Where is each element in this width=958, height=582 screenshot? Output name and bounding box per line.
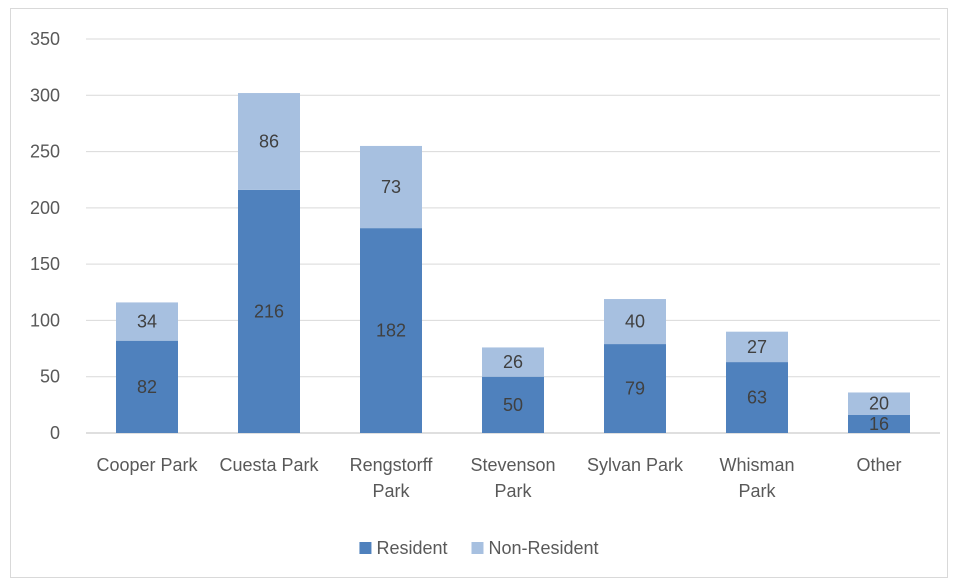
y-tick-label: 0 (50, 423, 60, 443)
gridlines (86, 38, 940, 434)
data-label: 63 (747, 388, 767, 408)
bar-non-resident (848, 392, 910, 415)
bar-non-resident (482, 347, 544, 377)
x-category-label: Other (856, 455, 901, 475)
bar-resident (726, 362, 788, 433)
legend-label: Non-Resident (488, 538, 598, 558)
data-label: 86 (259, 131, 279, 151)
y-tick-label: 50 (40, 367, 60, 387)
y-tick-label: 100 (30, 310, 60, 330)
bar-non-resident (116, 302, 178, 341)
x-category-label: Park (372, 481, 410, 501)
data-label: 73 (381, 177, 401, 197)
bar-resident (848, 414, 910, 433)
y-tick-label: 350 (30, 29, 60, 49)
data-label: 50 (503, 395, 523, 415)
bar-non-resident (604, 299, 666, 345)
bar-resident (604, 344, 666, 433)
y-tick-label: 250 (30, 142, 60, 162)
x-category-label: Park (494, 481, 532, 501)
x-axis: Cooper Park Cuesta Park Rengstorff Park Stev… (96, 455, 901, 501)
bar-resident (360, 228, 422, 433)
bar-resident (482, 376, 544, 433)
bar-resident (238, 189, 300, 433)
chart-frame (10, 8, 948, 578)
legend-item: Non-Resident (471, 538, 599, 558)
bar-non-resident (238, 93, 300, 190)
legend: Resident Non-Resident (359, 538, 599, 558)
y-tick-label: 150 (30, 254, 60, 274)
data-label: 79 (625, 379, 645, 399)
bar-non-resident (726, 331, 788, 363)
bar-non-resident (360, 145, 422, 229)
x-category-label: Whisman (719, 455, 794, 475)
x-category-label: Sylvan Park (587, 455, 684, 475)
x-category-label: Cuesta Park (219, 455, 319, 475)
data-label: 34 (137, 312, 157, 332)
data-label: 40 (625, 312, 645, 332)
bars (116, 93, 910, 433)
legend-item: Resident (359, 538, 447, 558)
bar-resident (116, 340, 178, 433)
legend-swatch (471, 542, 484, 554)
data-label: 16 (869, 414, 889, 434)
data-label: 216 (254, 301, 284, 321)
data-label: 20 (869, 394, 889, 414)
data-label: 82 (137, 377, 157, 397)
y-tick-label: 200 (30, 198, 60, 218)
x-category-label: Rengstorff (350, 455, 434, 475)
data-label: 182 (376, 321, 406, 341)
legend-label: Resident (376, 538, 447, 558)
data-label: 26 (503, 352, 523, 372)
data-label: 27 (747, 337, 767, 357)
y-tick-label: 300 (30, 85, 60, 105)
y-axis: 0 50 100 150 200 250 300 350 (30, 29, 60, 443)
x-category-label: Park (738, 481, 776, 501)
legend-swatch (359, 542, 372, 554)
x-category-label: Cooper Park (96, 455, 198, 475)
x-category-label: Stevenson (470, 455, 555, 475)
